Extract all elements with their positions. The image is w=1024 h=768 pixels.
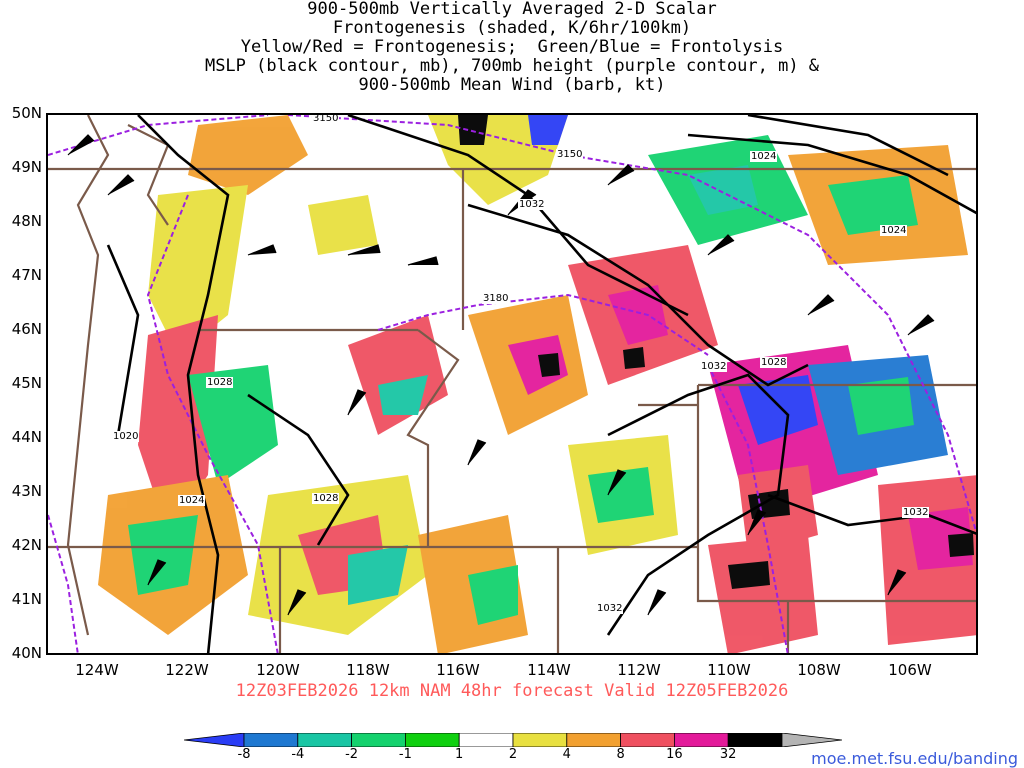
colorbar-label: 16 [666, 747, 683, 762]
colorbar-label: -4 [291, 747, 305, 762]
lon-label-124w: 124W [75, 661, 119, 679]
lat-label-42n: 42N [11, 536, 42, 554]
mslp-label: 1024 [750, 151, 778, 162]
lat-label-43n: 43N [11, 482, 42, 500]
lon-label-112w: 112W [617, 661, 661, 679]
height-contours [48, 115, 976, 653]
colorbar-swatch [297, 733, 353, 747]
lon-label-118w: 118W [346, 661, 390, 679]
colorbar-label: 32 [719, 747, 737, 762]
colorbar-swatch [404, 733, 460, 747]
colorbar [184, 733, 842, 747]
title-line-2: Frontogenesis (shaded, K/6hr/100km) [332, 18, 692, 38]
source-url[interactable]: moe.met.fsu.edu/banding [811, 749, 1018, 768]
title-line-5: 900-500mb Mean Wind (barb, kt) [358, 75, 666, 95]
mslp-label: 1024 [880, 225, 908, 236]
mslp-contours [106, 115, 976, 653]
colorbar-label: -2 [345, 747, 359, 762]
colorbar-end-left [184, 733, 245, 747]
map-canvas [48, 115, 976, 653]
lat-label-50n: 50N [11, 104, 42, 122]
mslp-label: 1028 [760, 357, 788, 368]
lon-label-114w: 114W [527, 661, 571, 679]
lat-label-49n: 49N [11, 158, 42, 176]
lat-label-47n: 47N [11, 266, 42, 284]
title-line-1: 900-500mb Vertically Averaged 2-D Scalar [307, 0, 717, 19]
mslp-label: 1032 [596, 603, 624, 614]
valid-time-line: 12Z03FEB2026 12km NAM 48hr forecast Vali… [235, 681, 789, 701]
mslp-label: 1032 [902, 507, 930, 518]
colorbar-label: 8 [616, 747, 625, 762]
colorbar-swatch [620, 733, 675, 747]
colorbar-label: 2 [508, 747, 518, 762]
colorbar-swatch [566, 733, 621, 747]
mslp-label: 1032 [518, 199, 546, 210]
lon-label-120w: 120W [256, 661, 300, 679]
lat-label-48n: 48N [11, 212, 42, 230]
lon-label-110w: 110W [707, 661, 751, 679]
colorbar-swatch [512, 733, 568, 747]
mslp-label: 1024 [178, 495, 206, 506]
colorbar-end-right [781, 733, 842, 747]
colorbar-label: 4 [562, 747, 571, 762]
lat-label-44n: 44N [11, 428, 42, 446]
title-line-4: MSLP (black contour, mb), 700mb height (… [204, 56, 820, 76]
height-label: 3180 [482, 293, 510, 304]
colorbar-label: -1 [398, 747, 412, 762]
mslp-label: 1028 [206, 377, 234, 388]
colorbar-swatch [458, 733, 514, 747]
lon-label-106w: 106W [888, 661, 932, 679]
height-label: 3150 [556, 149, 584, 160]
figure-title: 900-500mb Vertically Averaged 2-D Scalar… [0, 0, 1024, 95]
mslp-label: 1020 [112, 431, 140, 442]
height-label: 3150 [312, 113, 340, 124]
lon-label-108w: 108W [797, 661, 841, 679]
colorbar-swatch [243, 733, 299, 747]
wind-barbs [67, 134, 935, 616]
lat-label-40n: 40N [11, 644, 42, 662]
lat-label-45n: 45N [11, 374, 42, 392]
colorbar-label: -8 [237, 747, 251, 762]
mslp-label: 1028 [312, 493, 340, 504]
map-panel: 3150 3150 3180 1024 1032 1024 1032 1028 … [46, 113, 978, 655]
colorbar-label: 1 [455, 747, 464, 762]
mslp-label: 1032 [700, 361, 728, 372]
lon-label-122w: 122W [165, 661, 209, 679]
colorbar-swatch [673, 733, 729, 747]
lat-label-46n: 46N [11, 320, 42, 338]
lat-label-41n: 41N [11, 590, 42, 608]
lon-label-116w: 116W [436, 661, 480, 679]
colorbar-swatch [727, 733, 783, 747]
colorbar-swatch [351, 733, 406, 747]
title-line-3: Yellow/Red = Frontogenesis; Green/Blue =… [240, 37, 784, 57]
